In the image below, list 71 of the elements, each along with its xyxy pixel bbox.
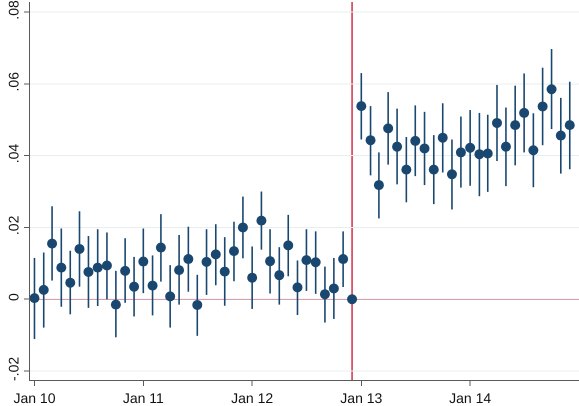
point [38,284,49,295]
point [247,272,258,283]
x-tick-label: Jan 14 [449,390,492,406]
point [420,143,430,154]
point [83,266,94,277]
point [320,289,330,300]
point [519,108,530,118]
point [110,300,121,310]
point [183,254,194,264]
point [47,238,58,249]
point [500,142,511,152]
point [265,256,276,266]
point [129,282,140,292]
point [238,222,248,232]
x-tick-label: Jan 11 [122,390,164,406]
point [482,148,493,158]
point [492,118,502,128]
point [338,254,348,264]
point [456,147,466,158]
point [120,266,130,276]
point [220,266,230,277]
point [156,242,166,253]
point [538,101,548,112]
point [438,132,448,143]
point [556,130,566,141]
point [228,246,239,256]
x-tick-label: Jan 13 [340,390,383,406]
point [174,265,184,276]
point [138,256,148,267]
point [366,135,376,146]
y-tick-label: 0 [5,293,22,302]
point [310,257,321,268]
y-tick-label: .04 [5,144,22,164]
point [74,244,84,254]
point [292,282,302,292]
point [510,120,520,130]
point [428,164,439,175]
point [65,278,76,288]
point [383,123,394,134]
point [446,169,457,180]
point [210,249,221,260]
point [192,300,202,310]
y-tick-label: .06 [5,72,22,92]
y-tick-label: .02 [5,215,22,236]
point [392,142,402,152]
y-tick-label: -.02 [5,356,22,381]
point [283,240,294,250]
point [374,180,384,190]
point [564,120,575,130]
point [528,145,538,156]
point [474,149,484,160]
point [102,260,112,270]
y-tick-label: .08 [5,0,22,20]
point [148,280,158,291]
point [256,216,266,226]
point [356,101,366,112]
point [401,164,412,175]
point [546,84,557,94]
point [410,136,420,146]
point [465,142,476,153]
point [165,291,176,302]
point [29,293,40,304]
point [301,255,312,266]
point [56,262,66,273]
point [92,262,103,273]
x-tick-label: Jan 10 [13,390,56,406]
point [328,283,339,294]
x-tick-label: Jan 12 [231,390,274,406]
point [202,256,212,267]
point [347,294,358,304]
point [274,270,284,280]
